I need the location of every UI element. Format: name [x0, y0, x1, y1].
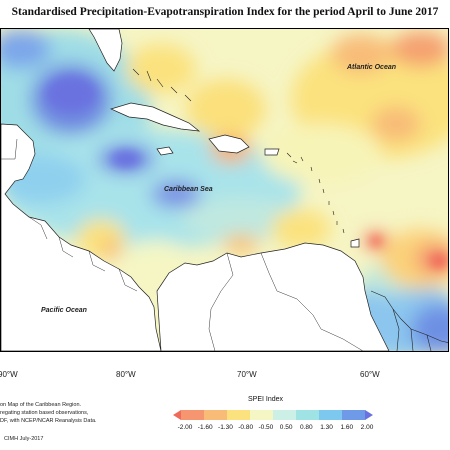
country-borders — [1, 138, 364, 351]
legend-swatch-high-end — [365, 410, 373, 420]
atlantic-ocean-label: Atlantic Ocean — [347, 64, 397, 71]
legend-swatch — [296, 410, 320, 420]
map-title: Standardised Precipitation-Evapotranspir… — [11, 6, 439, 18]
trinidad — [350, 238, 360, 248]
credit-line-4: CIMH July-2017 — [4, 436, 44, 442]
legend-swatch — [227, 410, 251, 420]
longitude-90w: 90°W — [0, 370, 18, 379]
legend-swatch — [342, 410, 366, 420]
legend-swatch — [273, 410, 297, 420]
longitude-60w: 60°W — [360, 370, 380, 379]
legend-swatch — [204, 410, 228, 420]
small-islands — [132, 68, 345, 234]
caribbean-sea-label: Caribbean Sea — [164, 186, 213, 193]
legend-tick-label: -2.00 — [177, 424, 193, 431]
credit-line-2: regating station based observations, — [0, 410, 89, 416]
spei-map: Atlantic Ocean Caribbean Sea Pacific Oce… — [0, 28, 449, 352]
legend-swatch — [181, 410, 205, 420]
legend-tick-labels: -2.00 -1.60 -1.30 -0.80 -0.50 0.50 0.80 1.30 1.6… — [171, 424, 381, 434]
credit-line-1: on Map of the Caribbean Region. — [0, 402, 82, 408]
cuba — [109, 102, 201, 132]
land-masses — [1, 29, 390, 351]
legend-tick-label: 2.00 — [360, 424, 374, 431]
legend-tick-label: -1.30 — [218, 424, 233, 431]
hispaniola — [208, 134, 250, 154]
map-canvas — [1, 29, 448, 351]
longitude-80w: 80°W — [116, 370, 136, 379]
legend-tick-label: -0.80 — [238, 424, 254, 431]
jamaica — [156, 146, 174, 156]
legend-tick-label: -1.60 — [197, 424, 213, 431]
legend-tick-label: -0.50 — [258, 424, 274, 431]
legend-swatch — [250, 410, 274, 420]
spei-field — [1, 29, 448, 351]
puerto-rico — [264, 148, 280, 156]
legend-title: SPEI Index — [248, 396, 284, 403]
legend-tick-label: 1.30 — [320, 424, 333, 431]
legend-swatch-low-end — [173, 410, 181, 420]
legend-tick-label: 0.50 — [279, 424, 293, 431]
longitude-70w: 70°W — [237, 370, 257, 379]
legend-swatch — [319, 410, 343, 420]
guianas-borders — [370, 290, 448, 351]
pacific-ocean-label: Pacific Ocean — [41, 307, 87, 314]
legend-tick-label: 0.80 — [300, 424, 313, 431]
credit-line-3: DF, with NCEP/NCAR Reanalysis Data. — [0, 418, 97, 424]
south-america — [156, 242, 390, 351]
florida — [88, 29, 123, 72]
legend-colorbar — [173, 410, 373, 420]
legend-tick-label: 1.60 — [340, 424, 354, 431]
